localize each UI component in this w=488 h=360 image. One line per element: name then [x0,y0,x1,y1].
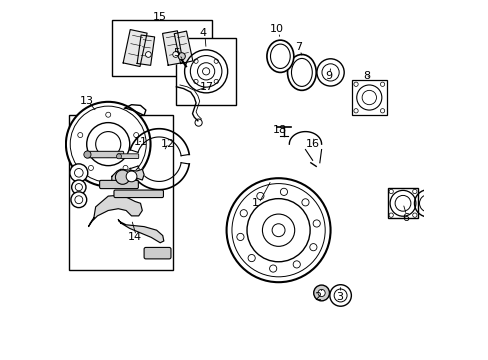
Ellipse shape [266,40,293,72]
Circle shape [178,53,185,60]
Polygon shape [137,35,154,65]
FancyBboxPatch shape [100,180,138,189]
Circle shape [145,51,151,57]
Text: 8: 8 [362,71,369,81]
Text: 12: 12 [160,139,174,149]
FancyBboxPatch shape [85,151,123,158]
Ellipse shape [287,54,316,90]
Circle shape [126,171,137,182]
Circle shape [115,170,129,184]
Text: 13: 13 [80,96,94,106]
Polygon shape [112,169,144,184]
Circle shape [316,59,344,86]
Text: 3: 3 [335,292,342,302]
Circle shape [313,285,329,301]
Text: 18: 18 [273,125,287,135]
Circle shape [66,102,150,186]
Bar [69,116,172,270]
Text: 7: 7 [294,42,301,52]
Circle shape [226,178,330,282]
FancyBboxPatch shape [117,154,139,158]
FancyBboxPatch shape [144,247,171,259]
Text: 14: 14 [128,232,142,242]
Circle shape [72,180,86,194]
Bar [176,39,235,105]
Bar [112,21,212,76]
Text: 2: 2 [314,292,321,302]
Text: 6: 6 [402,213,408,222]
Circle shape [184,50,227,93]
Circle shape [71,192,86,208]
Polygon shape [118,220,163,243]
Circle shape [116,154,121,159]
Text: 15: 15 [153,12,167,22]
Circle shape [83,151,91,158]
Text: 17: 17 [200,82,213,92]
Polygon shape [174,31,192,63]
Text: 4: 4 [199,28,206,38]
Text: 11: 11 [133,138,147,147]
Text: 1: 1 [251,198,258,208]
FancyBboxPatch shape [351,80,386,115]
Text: 16: 16 [305,139,319,149]
Text: 5: 5 [173,48,180,58]
Circle shape [172,51,178,57]
FancyBboxPatch shape [114,190,163,198]
Text: 10: 10 [269,24,283,35]
Polygon shape [88,195,142,226]
FancyBboxPatch shape [387,188,417,219]
Polygon shape [162,31,183,65]
Text: 9: 9 [325,71,332,81]
Circle shape [70,164,88,182]
Circle shape [317,289,325,297]
Polygon shape [123,30,147,67]
